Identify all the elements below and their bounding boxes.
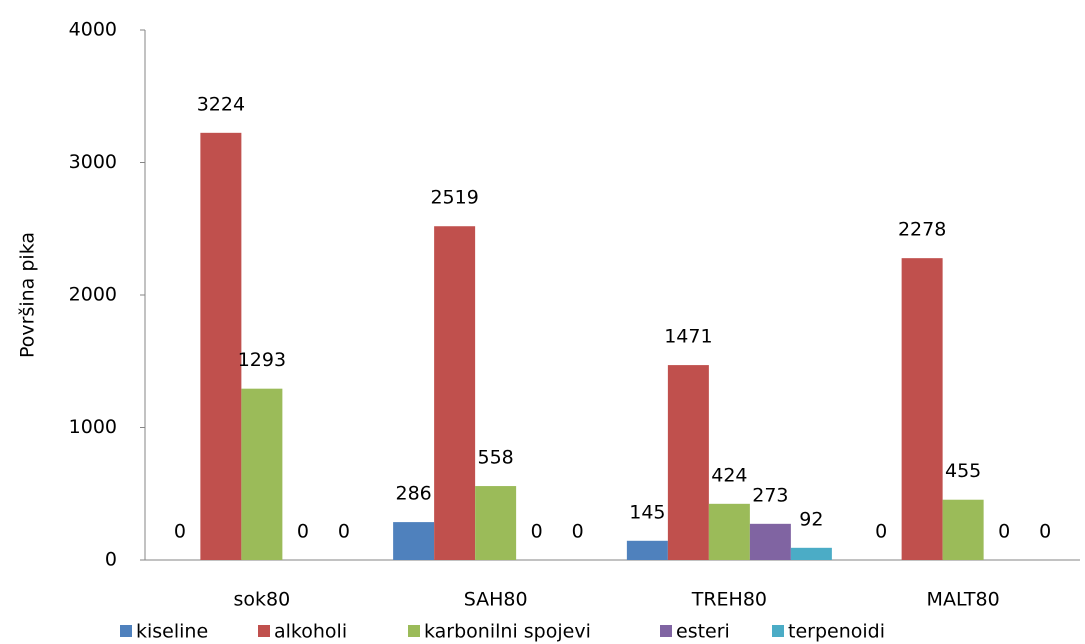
legend-swatch [258,625,270,637]
legend-swatch [408,625,420,637]
y-tick-label: 0 [105,549,117,571]
data-label: 92 [799,508,823,530]
data-label: 273 [752,484,788,506]
data-label: 0 [338,521,350,543]
legend-label: terpenoidi [788,621,885,643]
y-tick-label: 3000 [69,151,117,173]
bar [667,365,709,560]
data-label: 3224 [197,93,245,115]
bar [749,523,791,560]
y-tick-label: 2000 [69,284,117,306]
data-label: 2278 [898,219,946,241]
legend-swatch [660,625,672,637]
data-label: 2519 [430,187,478,209]
legend-swatch [120,625,132,637]
legend-label: karbonilni spojevi [424,621,591,643]
data-label: 0 [531,521,543,543]
bar [200,132,242,560]
bar [708,503,750,560]
legend-swatch [772,625,784,637]
bar [626,540,668,560]
data-label: 0 [174,521,186,543]
data-label: 286 [395,483,431,505]
data-label: 0 [297,521,309,543]
bar [790,547,832,560]
bar [475,486,517,560]
y-axis-label: Površina pika [17,232,39,358]
data-label: 0 [875,521,887,543]
bar [241,388,283,560]
data-label: 424 [711,464,747,486]
bar [942,499,984,560]
bar [901,258,943,560]
bar [393,522,435,560]
legend-label: alkoholi [274,621,347,643]
y-tick-label: 4000 [69,19,117,41]
bar [434,226,476,561]
legend-label: esteri [676,621,730,643]
data-label: 0 [998,521,1010,543]
data-label: 1471 [664,326,712,348]
x-tick-label: TREH80 [691,589,767,611]
data-label: 455 [945,460,981,482]
data-label: 558 [477,447,513,469]
data-label: 0 [572,521,584,543]
legend-label: kiseline [136,621,208,643]
data-label: 0 [1039,521,1051,543]
x-tick-label: SAH80 [464,589,528,611]
data-label: 1293 [238,349,286,371]
x-tick-label: MALT80 [927,589,1000,611]
y-tick-label: 1000 [69,416,117,438]
x-tick-label: sok80 [234,589,291,611]
data-label: 145 [629,501,665,523]
